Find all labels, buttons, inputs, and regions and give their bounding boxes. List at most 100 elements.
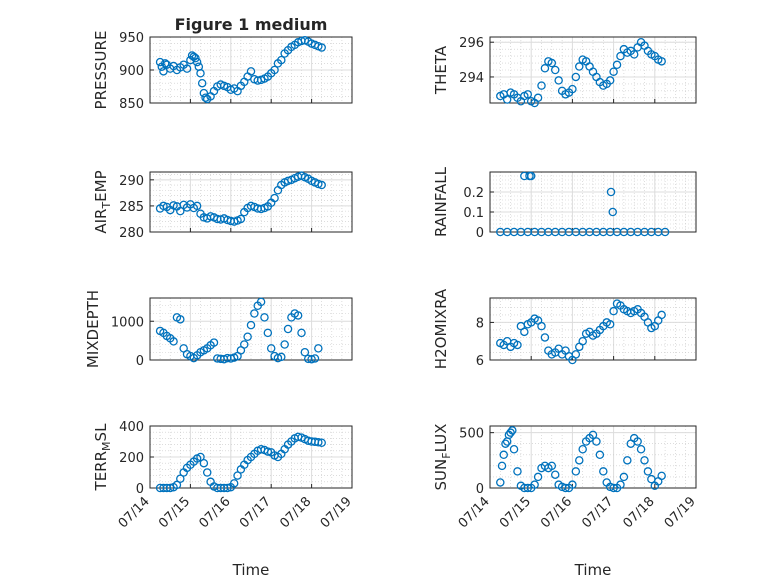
y-axis-label-suffix: EMP [92, 170, 110, 201]
data-point [196, 452, 205, 462]
data-point [595, 450, 605, 460]
x-axis-label-right: Time [574, 561, 612, 579]
y-tick-label: 400 [119, 420, 144, 435]
x-axis-label-left: Time [232, 561, 270, 579]
data-point [270, 65, 279, 75]
data-point [609, 67, 618, 76]
data-point [176, 474, 185, 483]
subplot-h2omixra: 6 8 H2OMIXRA [432, 288, 697, 369]
data-point [502, 95, 512, 104]
data-point [192, 201, 202, 211]
y-tick-label: 296 [459, 36, 484, 51]
y-axis-label-suffix: SL [92, 423, 110, 442]
data-point [537, 321, 546, 331]
data-point [537, 81, 546, 90]
y-axis-label-main: TERR [92, 451, 110, 492]
data-point [588, 430, 598, 440]
data-point [263, 447, 273, 456]
data-point [578, 444, 587, 454]
y-axis-label-subscript: F [440, 452, 453, 458]
y-axis-label-main: MIXDEPTH [84, 290, 102, 368]
data-point [182, 64, 192, 73]
data-point [314, 438, 323, 447]
axes-frame [149, 171, 353, 233]
y-axis-label: H2OMIXRA [432, 288, 450, 369]
y-tick-label: 0.1 [463, 206, 484, 221]
data-point [568, 84, 577, 94]
data-point [575, 456, 584, 465]
data-point [605, 320, 615, 329]
data-point [523, 483, 533, 493]
y-axis-label: TERRMSL [92, 423, 113, 492]
data-point [608, 207, 617, 217]
y-tick-label: 1000 [111, 315, 144, 330]
y-axis-label: PRESSURE [92, 31, 110, 110]
data-point [547, 58, 557, 68]
axes-frame [149, 297, 353, 361]
data-point [606, 187, 616, 197]
subplot-pressure: 850 900 950 PRESSURE [92, 31, 353, 112]
data-point [578, 336, 587, 346]
data-point [540, 64, 550, 73]
data-point [568, 480, 577, 489]
data-point [643, 467, 653, 476]
data-point [314, 344, 323, 353]
axes-frame [489, 36, 697, 104]
data-point [266, 344, 276, 353]
y-tick-label: 0 [476, 226, 484, 241]
data-point [260, 313, 269, 322]
axes-frame [149, 425, 353, 489]
data-point [310, 354, 320, 363]
y-tick-label: 0.2 [463, 186, 484, 201]
data-point [550, 470, 560, 479]
axes-frame [149, 36, 353, 104]
data-point [256, 297, 266, 307]
data-point [317, 438, 326, 447]
data-point [233, 471, 242, 480]
y-axis-label-main: PRESSURE [92, 31, 110, 110]
axes-frame [489, 297, 697, 361]
data-point [506, 428, 515, 437]
data-point [612, 60, 622, 70]
y-axis-label-subscript: T [100, 202, 113, 210]
data-point [317, 180, 326, 190]
data-point [619, 472, 629, 482]
data-point [176, 206, 185, 216]
data-point [633, 437, 642, 446]
data-point [523, 90, 533, 99]
data-point [236, 214, 246, 224]
data-point [202, 468, 212, 477]
y-tick-label: 850 [119, 97, 144, 112]
data-point [657, 57, 666, 66]
data-point [201, 93, 210, 102]
y-axis-label-main: SUN [432, 459, 450, 491]
data-point [571, 467, 581, 476]
y-tick-label: 500 [459, 427, 484, 442]
data-point [499, 450, 508, 460]
data-point [270, 193, 279, 203]
subplot-mixdepth: 0 1000 MIXDEPTH [84, 290, 353, 369]
data-point [280, 340, 289, 349]
data-point [616, 51, 625, 61]
data-point [223, 483, 232, 493]
data-point [240, 340, 249, 349]
y-axis-label: AIRTEMP [92, 170, 113, 233]
data-point [497, 461, 507, 471]
y-axis-label-suffix: LUX [432, 424, 450, 453]
data-point [540, 333, 550, 342]
axes-frame [489, 425, 697, 489]
data-point [592, 437, 601, 446]
data-point [263, 328, 273, 338]
data-point [609, 483, 618, 493]
data-point [508, 426, 517, 435]
data-point [513, 340, 522, 350]
data-point [571, 350, 581, 359]
data-point [575, 62, 584, 71]
y-axis-label-main: AIR [92, 209, 110, 234]
data-point [550, 65, 560, 75]
y-tick-label: 280 [119, 226, 144, 241]
data-point [307, 354, 316, 364]
data-point [657, 471, 666, 481]
subplot-air-temp: 280 285 290 AIRTEMP [92, 170, 353, 241]
